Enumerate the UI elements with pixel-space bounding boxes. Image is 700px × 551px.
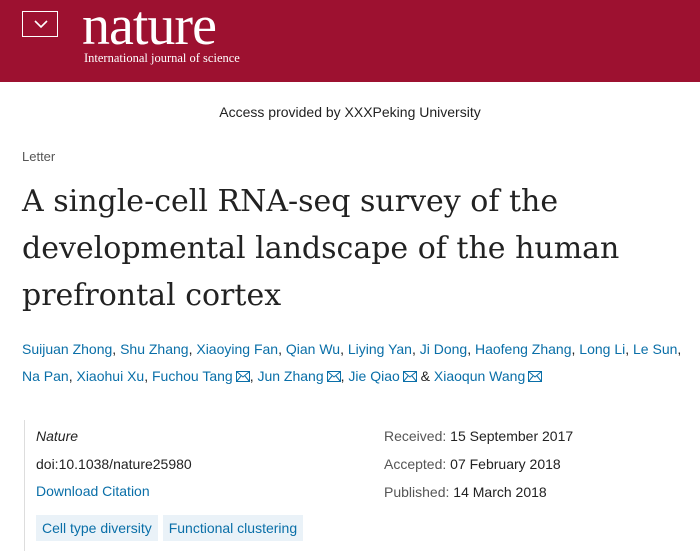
logo[interactable]: nature (82, 0, 217, 57)
author-separator: , (278, 341, 282, 357)
author: Qian Wu, (286, 341, 344, 357)
author-separator: , (571, 341, 576, 357)
email-icon[interactable] (402, 371, 417, 382)
author-name[interactable]: Le Sun (633, 341, 678, 357)
email-icon[interactable] (235, 371, 250, 382)
author-separator: , (68, 368, 73, 384)
author-name[interactable]: Long Li (579, 341, 626, 357)
article-title: A single-cell RNA-seq survey of the deve… (22, 184, 620, 313)
author-name[interactable]: Haofeng Zhang (474, 341, 572, 357)
author-name[interactable]: Jun Zhang (257, 368, 324, 384)
date-row: Accepted: 07 February 2018 (384, 456, 573, 484)
date-value: 14 March 2018 (453, 484, 547, 500)
chevron-icon (34, 20, 48, 29)
article-dates: Received: 15 September 2017 Accepted: 07 … (384, 428, 573, 512)
author-name[interactable]: Qian Wu (285, 341, 341, 357)
author-separator: , (411, 341, 416, 357)
author: Le Sun, (633, 341, 681, 357)
author: Fuchou Tang, (152, 368, 254, 384)
author: Xiaohui Xu, (76, 368, 148, 384)
author-separator: , (112, 341, 117, 357)
author-name[interactable]: Jie Qiao (348, 368, 400, 384)
access-notice: Access provided by XXXPeking University (219, 104, 481, 120)
author-separator: & (420, 368, 431, 384)
site-header: nature International journal of science (0, 0, 700, 82)
author-list: Suijuan Zhong, Shu Zhang, Xiaoying Fan, … (22, 336, 682, 390)
author-separator: , (340, 368, 345, 384)
author-name[interactable]: Fuchou Tang (151, 368, 233, 384)
author-name[interactable]: Na Pan (22, 368, 69, 384)
email-icon[interactable] (528, 371, 543, 382)
author: Xiaoqun Wang (433, 368, 543, 384)
author: Haofeng Zhang, (475, 341, 575, 357)
author-separator: , (144, 368, 149, 384)
email-icon[interactable] (326, 371, 341, 382)
author-name[interactable]: Suijuan Zhong (22, 341, 113, 357)
date-value: 07 February 2018 (450, 456, 561, 472)
author-separator: , (249, 368, 254, 384)
author-name[interactable]: Xiaohui Xu (76, 368, 145, 384)
menu-button[interactable] (22, 11, 58, 37)
date-row: Received: 15 September 2017 (384, 428, 573, 456)
author-name[interactable]: Liying Yan (347, 341, 412, 357)
author-separator: , (677, 341, 682, 357)
author: Jie Qiao & (348, 368, 430, 384)
subject-tags: Cell type diversity Functional clustering (36, 515, 304, 541)
author: Long Li, (579, 341, 629, 357)
author-separator: , (467, 341, 472, 357)
author: Na Pan, (22, 368, 73, 384)
tagline: International journal of science (84, 51, 240, 65)
author-name[interactable]: Xiaoying Fan (196, 341, 279, 357)
date-label: Accepted: (384, 456, 447, 472)
journal-name: Nature (36, 428, 79, 444)
download-citation[interactable]: Download Citation (36, 483, 150, 499)
author: Liying Yan, (348, 341, 416, 357)
author-name[interactable]: Ji Dong (419, 341, 468, 357)
author: Suijuan Zhong, (22, 341, 116, 357)
date-value: 15 September 2017 (450, 428, 574, 444)
article-meta: Nature doi:10.1038/nature25980 Download … (24, 420, 304, 551)
author: Jun Zhang, (257, 368, 344, 384)
author: Xiaoying Fan, (196, 341, 282, 357)
doi: doi:10.1038/nature25980 (36, 456, 192, 472)
author-name[interactable]: Xiaoqun Wang (433, 368, 526, 384)
author: Shu Zhang, (120, 341, 192, 357)
author: Ji Dong, (420, 341, 471, 357)
date-label: Published: (384, 484, 450, 500)
author-separator: , (340, 341, 344, 357)
subject-tag[interactable]: Functional clustering (162, 515, 304, 541)
author-separator: , (188, 341, 193, 357)
article-type: Letter (22, 149, 56, 164)
date-row: Published: 14 March 2018 (384, 484, 573, 512)
date-label: Received: (384, 428, 447, 444)
author-name[interactable]: Shu Zhang (120, 341, 189, 357)
author-separator: , (625, 341, 630, 357)
subject-tag[interactable]: Cell type diversity (36, 515, 158, 541)
